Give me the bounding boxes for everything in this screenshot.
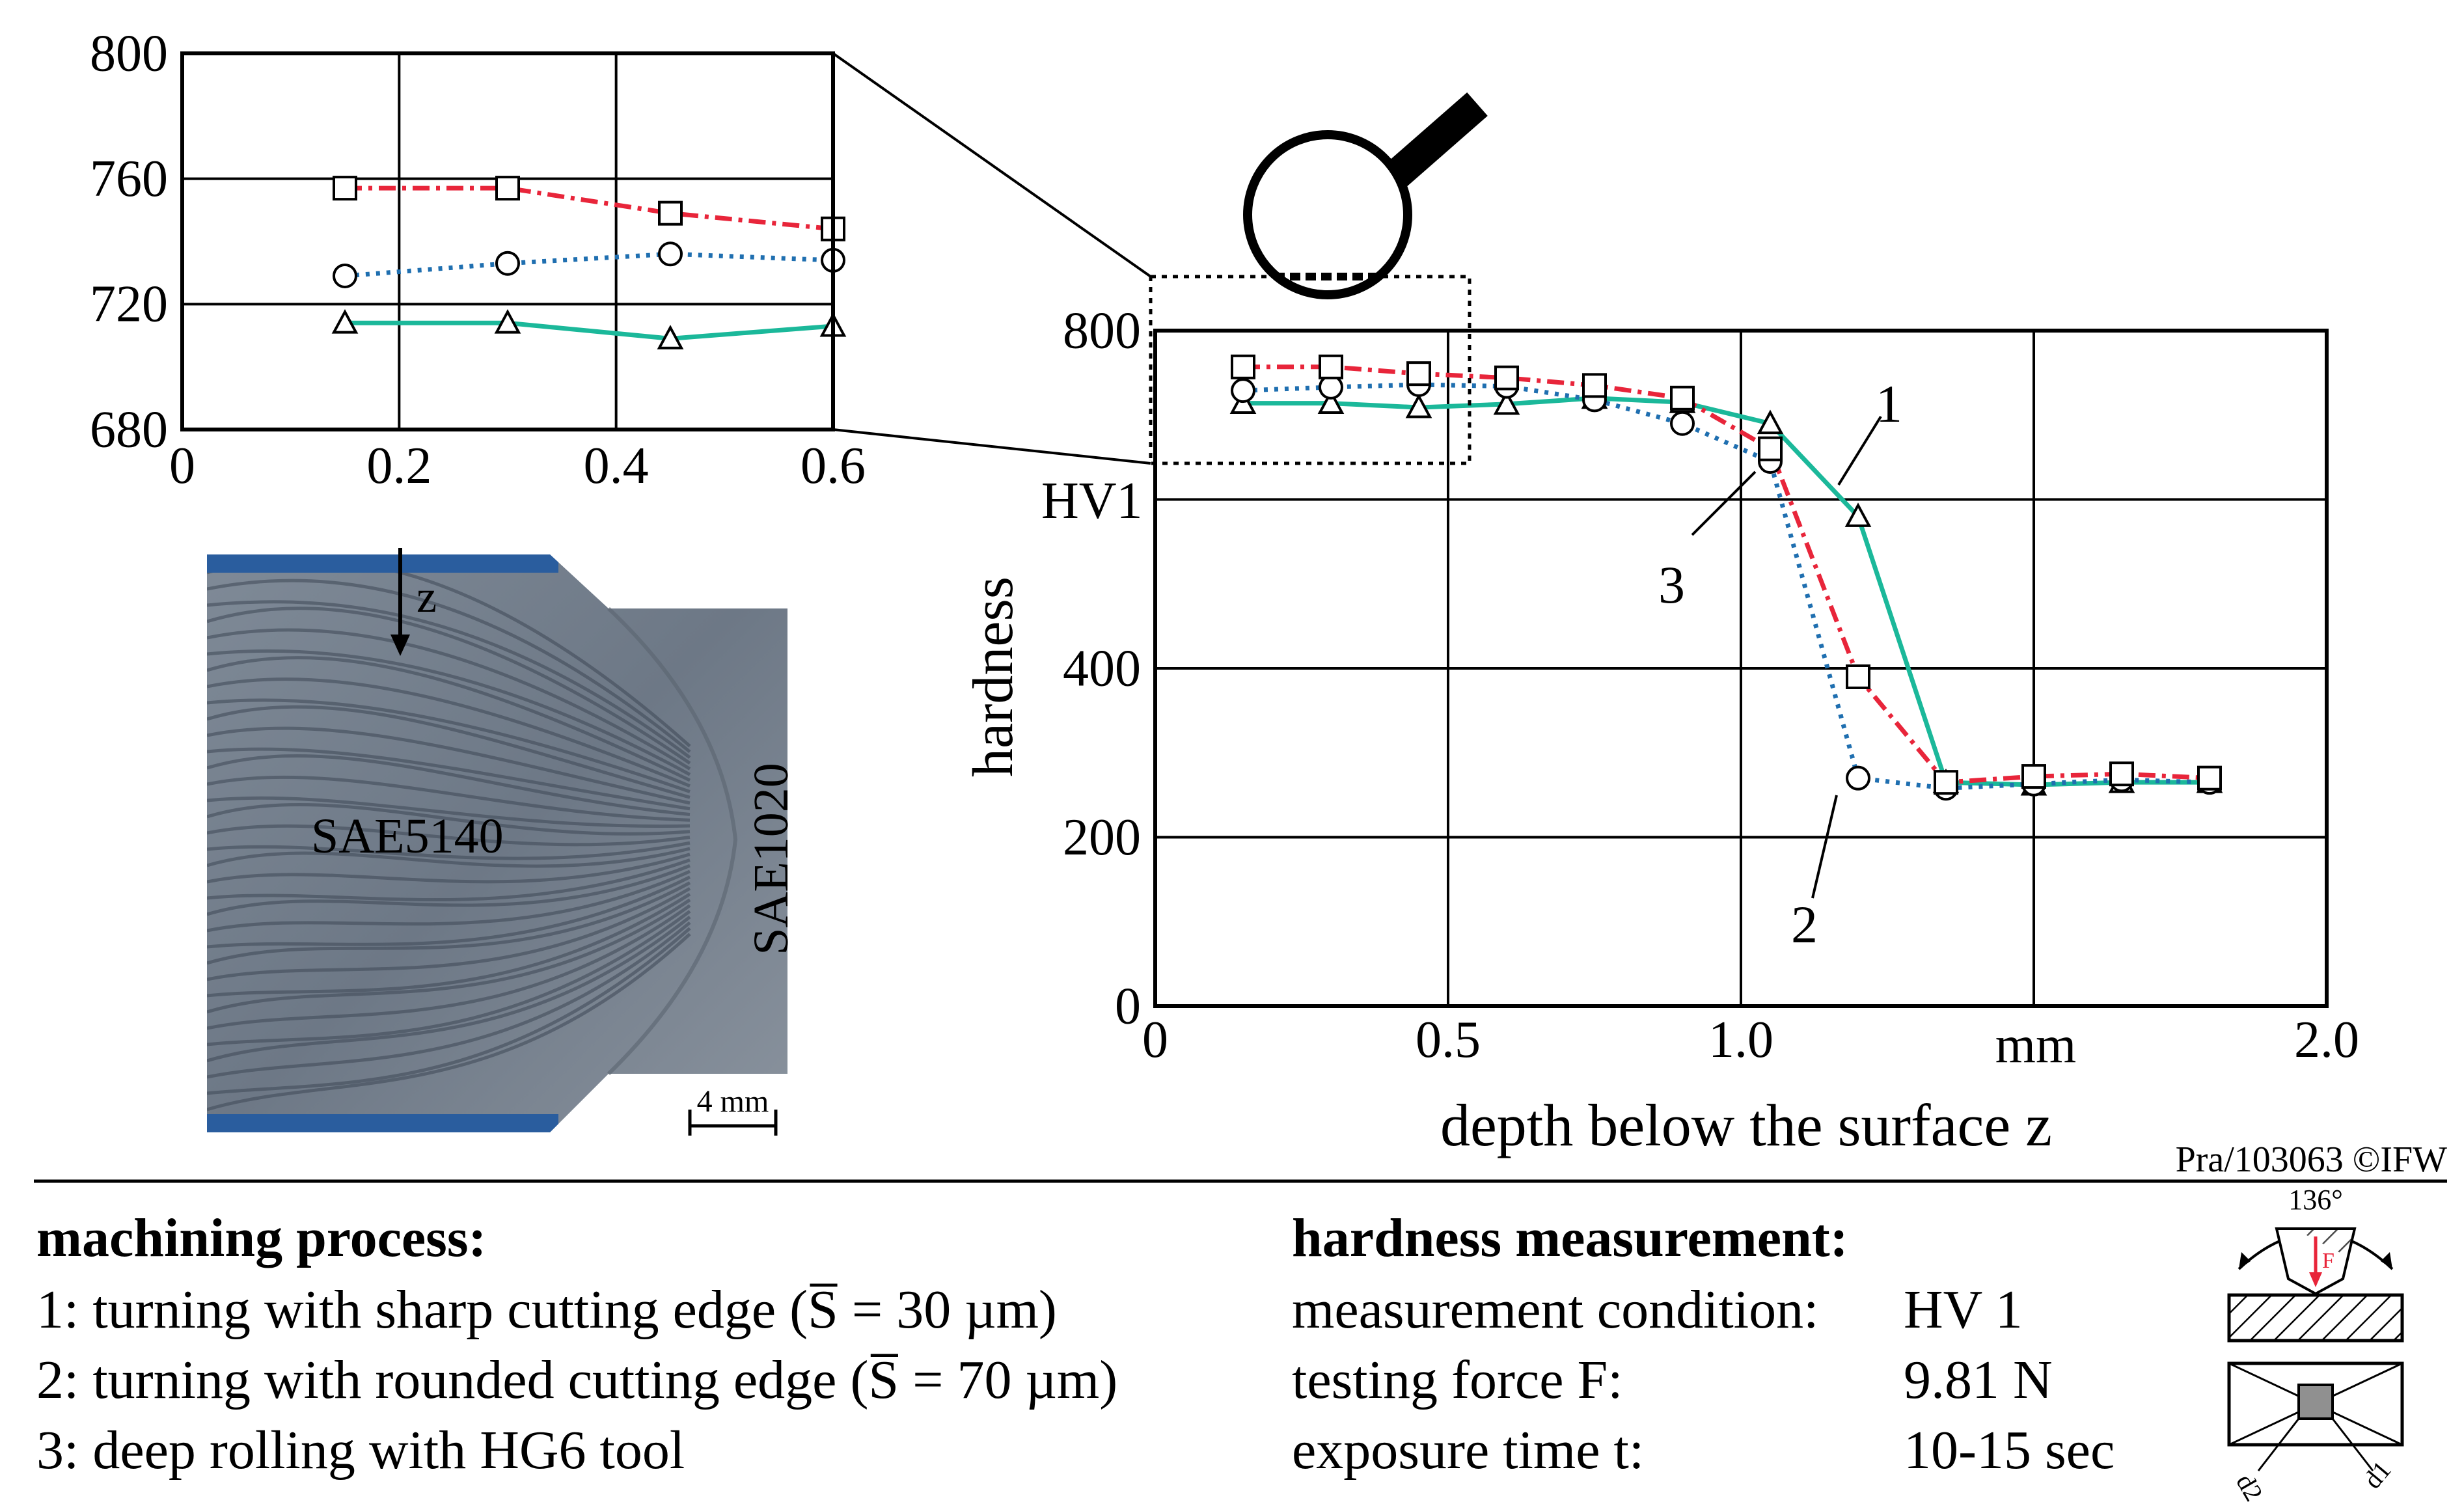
scale-bar: 4 mm — [688, 1084, 778, 1136]
force-value: 9.81 N — [1904, 1350, 2053, 1410]
inset-ytick-label-1: 720 — [90, 276, 168, 333]
main-point-s1-3 — [1493, 390, 1520, 415]
inset-series-line-1 — [345, 320, 834, 341]
main-point-s3-9 — [2021, 764, 2046, 789]
inset-ytick-label-0: 680 — [90, 401, 168, 458]
indenter-diagram: 136° F d2 d1 — [2227, 1184, 2404, 1502]
inset-xtick-label-1: 0.2 — [366, 437, 431, 495]
main-point-s2-5 — [1670, 411, 1695, 436]
main-y-unit: HV1 — [1041, 472, 1143, 530]
main-point-s2-0 — [1231, 378, 1255, 403]
main-x-label: depth below the surface z — [1440, 1092, 2052, 1158]
main-xtick-label-1: 0.5 — [1416, 1011, 1481, 1069]
main-xtick-label-3: 2.0 — [2294, 1011, 2359, 1069]
main-point-s3-7 — [1846, 664, 1870, 689]
copyright-label: Pra/103063 ©IFW — [2176, 1140, 2448, 1180]
callout-leader-1 — [1837, 415, 1882, 486]
machining-item-2: 2: turning with rounded cutting edge (S̅… — [36, 1350, 1117, 1410]
main-point-s3-10 — [2109, 761, 2134, 787]
inset-chart: 0 0.2 0.4 0.6 680 720 760 800 — [90, 25, 866, 495]
indenter-angle-label: 136° — [2288, 1184, 2343, 1216]
main-y-label: hardness — [962, 577, 1025, 777]
magnifier-icon — [1243, 92, 1488, 299]
micrograph-image: z SAE5140 SAE1020 4 mm — [207, 548, 799, 1136]
main-point-s2-1 — [1319, 374, 1343, 400]
main-point-s2-7 — [1846, 765, 1870, 791]
inset-point-s2-0 — [333, 263, 357, 288]
material-label-main: SAE5140 — [311, 809, 504, 864]
inset-point-s1-0 — [331, 309, 359, 334]
main-point-s3-5 — [1670, 385, 1695, 411]
inset-xtick-label-0: 0 — [169, 437, 195, 495]
inset-point-s3-0 — [333, 176, 357, 201]
main-ytick-label-0: 0 — [1115, 977, 1141, 1035]
indenter-d2-label: d2 — [2230, 1469, 2269, 1502]
callout-leader-2 — [1811, 795, 1838, 899]
inset-xtick-label-3: 0.6 — [801, 437, 866, 495]
machining-item-3: 3: deep rolling with HG6 tool — [36, 1420, 685, 1481]
inset-point-s1-2 — [657, 325, 684, 349]
main-point-s1-2 — [1405, 393, 1432, 418]
main-point-s1-1 — [1317, 389, 1345, 415]
scale-bar-label: 4 mm — [697, 1084, 769, 1119]
main-chart: 0 0.5 1.0 2.0 0 200 400 800 hardness HV1 depth … — [962, 92, 2359, 1158]
inset-point-s2-2 — [658, 241, 683, 267]
inset-xtick-label-2: 0.4 — [584, 437, 649, 495]
inset-ytick-label-3: 800 — [90, 25, 168, 82]
main-series-line-2 — [1242, 382, 2210, 791]
main-ytick-label-3: 800 — [1063, 302, 1141, 359]
depth-label: z — [417, 572, 437, 622]
inset-ytick-label-2: 760 — [90, 150, 168, 208]
main-x-unit: mm — [1995, 1017, 2076, 1074]
callout-label-3: 3 — [1658, 555, 1685, 614]
material-label-side: SAE1020 — [744, 763, 799, 955]
inset-point-s3-2 — [658, 200, 683, 226]
callout-label-1: 1 — [1876, 374, 1902, 433]
main-point-s3-11 — [2197, 765, 2222, 791]
main-point-s1-7 — [1844, 502, 1872, 527]
hardness-heading: hardness measurement: — [1292, 1208, 1848, 1268]
main-point-s3-8 — [1934, 770, 1958, 795]
main-point-s3-2 — [1406, 361, 1431, 387]
main-point-s3-6 — [1758, 436, 1783, 461]
main-series-line-1 — [1243, 396, 2210, 787]
zoom-connector-bottom — [832, 428, 1151, 465]
machining-process-legend: machining process: 1: turning with sharp… — [36, 1208, 1117, 1481]
main-plot-frame — [1153, 329, 2329, 1008]
main-point-s3-3 — [1494, 365, 1519, 390]
condition-label: measurement condition: — [1292, 1279, 1818, 1340]
main-point-s3-0 — [1231, 354, 1255, 379]
inset-series-line-2 — [344, 251, 834, 279]
time-value: 10-15 sec — [1904, 1420, 2115, 1481]
condition-value: HV 1 — [1904, 1279, 2023, 1340]
inset-plot-frame — [180, 51, 835, 431]
main-series-line-3 — [1243, 364, 2210, 785]
indenter-force-label: F — [2322, 1249, 2334, 1273]
inset-point-s2-1 — [495, 251, 520, 276]
indenter-d1-label: d1 — [2357, 1455, 2396, 1494]
main-point-s3-4 — [1582, 373, 1607, 398]
inset-point-s3-1 — [495, 176, 520, 201]
machining-heading: machining process: — [36, 1208, 486, 1268]
inset-point-s1-1 — [494, 309, 521, 334]
inset-series-line-3 — [345, 185, 834, 232]
main-ytick-label-1: 200 — [1063, 809, 1141, 866]
main-xtick-label-2: 1.0 — [1708, 1011, 1773, 1069]
zoom-connector-top — [832, 52, 1152, 278]
machining-item-1: 1: turning with sharp cutting edge (S̅ =… — [36, 1279, 1057, 1340]
main-xtick-label-0: 0 — [1142, 1011, 1168, 1069]
time-label: exposure time t: — [1292, 1420, 1644, 1481]
callout-label-2: 2 — [1791, 895, 1818, 954]
hardness-measurement-legend: hardness measurement: measurement condit… — [1292, 1208, 2115, 1481]
force-label: testing force F: — [1292, 1350, 1623, 1410]
callout-leader-3 — [1691, 471, 1757, 536]
main-point-s1-6 — [1757, 409, 1784, 435]
main-point-s3-1 — [1319, 354, 1343, 379]
main-ytick-label-2: 400 — [1063, 640, 1141, 697]
